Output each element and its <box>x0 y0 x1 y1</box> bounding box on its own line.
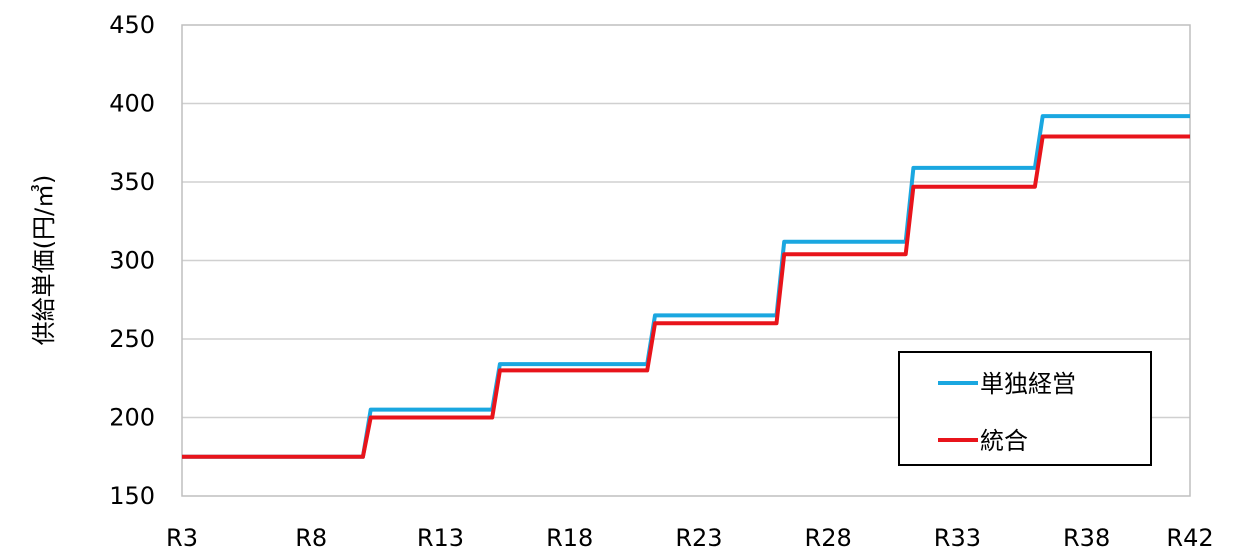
x-tick-label: R18 <box>546 524 593 552</box>
y-axis-title: 供給単価(円/㎥) <box>30 175 58 346</box>
x-tick-label: R38 <box>1063 524 1110 552</box>
series-line-merged <box>182 134 1190 459</box>
x-tick-label: R3 <box>166 524 198 552</box>
y-tick-label: 200 <box>109 404 155 432</box>
legend-label-merged: 統合 <box>980 427 1028 455</box>
x-axis-ticks: R3 R8 R13 R18 R23 R28 R33 R38 R42 <box>166 524 1214 552</box>
y-tick-label: 150 <box>109 482 155 510</box>
legend: 単独経営 統合 <box>898 351 1152 466</box>
y-tick-label: 250 <box>109 325 155 353</box>
legend-box <box>898 351 1152 466</box>
x-tick-label: R33 <box>934 524 981 552</box>
plot-area-border <box>181 24 1191 497</box>
series-lines <box>182 114 1190 459</box>
series-line-solo <box>182 114 1190 459</box>
y-tick-label: 300 <box>109 247 155 275</box>
y-tick-label: 450 <box>109 11 155 39</box>
y-tick-label: 400 <box>109 90 155 118</box>
x-tick-label: R13 <box>417 524 464 552</box>
x-tick-label: R42 <box>1166 524 1213 552</box>
legend-label-solo: 単独経営 <box>980 370 1076 398</box>
x-tick-label: R8 <box>295 524 327 552</box>
y-axis-ticks: 150 200 250 300 350 400 450 <box>109 11 155 510</box>
x-tick-label: R28 <box>805 524 852 552</box>
y-tick-label: 350 <box>109 168 155 196</box>
x-tick-label: R23 <box>675 524 722 552</box>
